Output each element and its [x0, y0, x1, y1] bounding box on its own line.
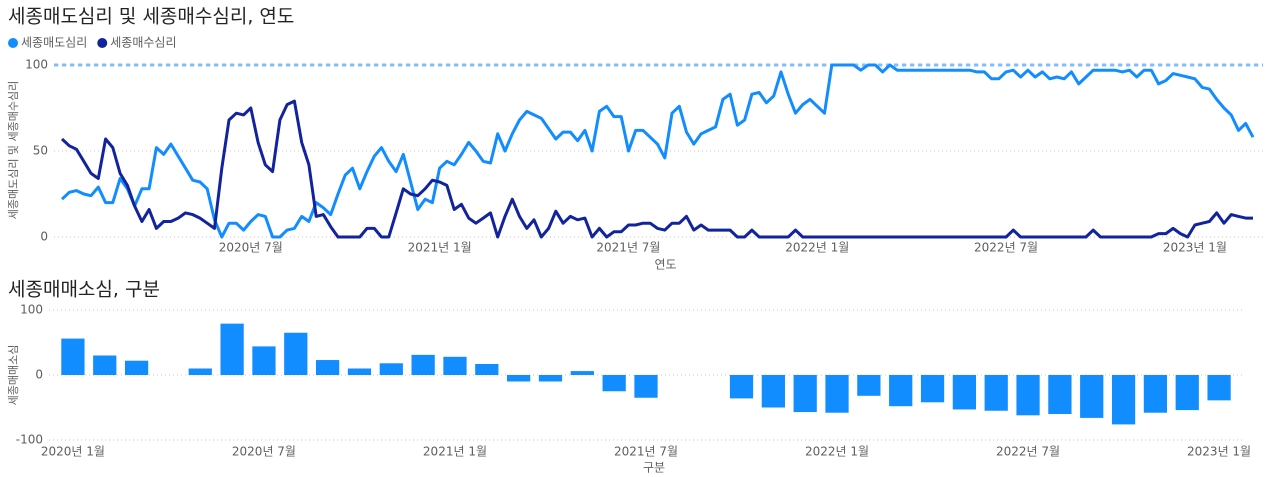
x-tick-label: 2021년 7월: [614, 445, 678, 459]
chart-title: 세종매도심리 및 세종매수심리, 연도: [8, 6, 294, 28]
x-tick-label: 2023년 1월: [1187, 445, 1251, 459]
chart-title: 세종매매소심, 구분: [8, 279, 160, 301]
y-axis-label: 세종매매소심: [7, 345, 20, 406]
y-tick-label: 100: [20, 303, 43, 317]
bar: [729, 375, 754, 399]
bar: [634, 375, 658, 398]
bar: [507, 375, 531, 382]
y-tick-label: 100: [25, 58, 48, 72]
x-tick-label: 2022년 1월: [805, 445, 869, 459]
bar: [793, 375, 817, 413]
y-axis-label: 세종매도심리 및 세종매수심리: [7, 81, 20, 220]
bar: [443, 356, 467, 375]
bar: [1175, 375, 1199, 411]
bar: [984, 375, 1008, 411]
bar: [1111, 375, 1136, 425]
bar: [570, 371, 594, 375]
x-tick-label: 2023년 1월: [1163, 241, 1227, 255]
bar: [602, 375, 626, 392]
bar: [538, 375, 563, 382]
x-tick-label: 2020년 7월: [232, 445, 296, 459]
bar: [252, 346, 276, 375]
x-tick-label: 2021년 7월: [596, 241, 660, 255]
bar: [889, 375, 913, 407]
x-tick-label: 2021년 1월: [423, 445, 487, 459]
bar: [1080, 375, 1104, 418]
bar: [284, 332, 308, 375]
bar: [475, 363, 499, 375]
bar: [1016, 375, 1040, 416]
bar: [188, 368, 212, 375]
bar: [316, 360, 340, 375]
bar: [411, 354, 435, 375]
bar: [124, 360, 149, 375]
legend-marker: [97, 38, 108, 48]
bar: [761, 375, 785, 408]
x-axis-label: 구분: [643, 461, 665, 475]
bar: [347, 368, 372, 375]
bar: [1048, 375, 1072, 414]
x-tick-label: 2022년 1월: [785, 241, 849, 255]
bar: [1207, 375, 1231, 401]
bar: [920, 375, 945, 403]
y-tick-label: 50: [33, 144, 48, 158]
bar: [1143, 375, 1168, 413]
legend-label: 세종매도심리: [21, 36, 87, 50]
bar: [379, 363, 403, 375]
bar: [93, 355, 117, 375]
y-tick-label: 0: [40, 230, 48, 244]
bar: [220, 323, 244, 375]
legend-marker: [8, 38, 18, 48]
series-line: [60, 63, 1255, 239]
bar: [825, 375, 849, 413]
y-tick-label: -100: [16, 433, 43, 447]
bar: [952, 375, 976, 410]
series-line: [60, 99, 1253, 239]
legend-label: 세종매수심리: [110, 36, 176, 50]
x-tick-label: 2021년 1월: [408, 241, 472, 255]
x-tick-label: 2020년 1월: [41, 445, 105, 459]
y-tick-label: 0: [35, 368, 43, 382]
bar: [61, 338, 85, 375]
x-tick-label: 2022년 7월: [974, 241, 1038, 255]
x-tick-label: 2022년 7월: [996, 445, 1060, 459]
bar: [857, 375, 881, 396]
x-axis-label: 연도: [654, 258, 676, 272]
x-tick-label: 2020년 7월: [219, 241, 283, 255]
